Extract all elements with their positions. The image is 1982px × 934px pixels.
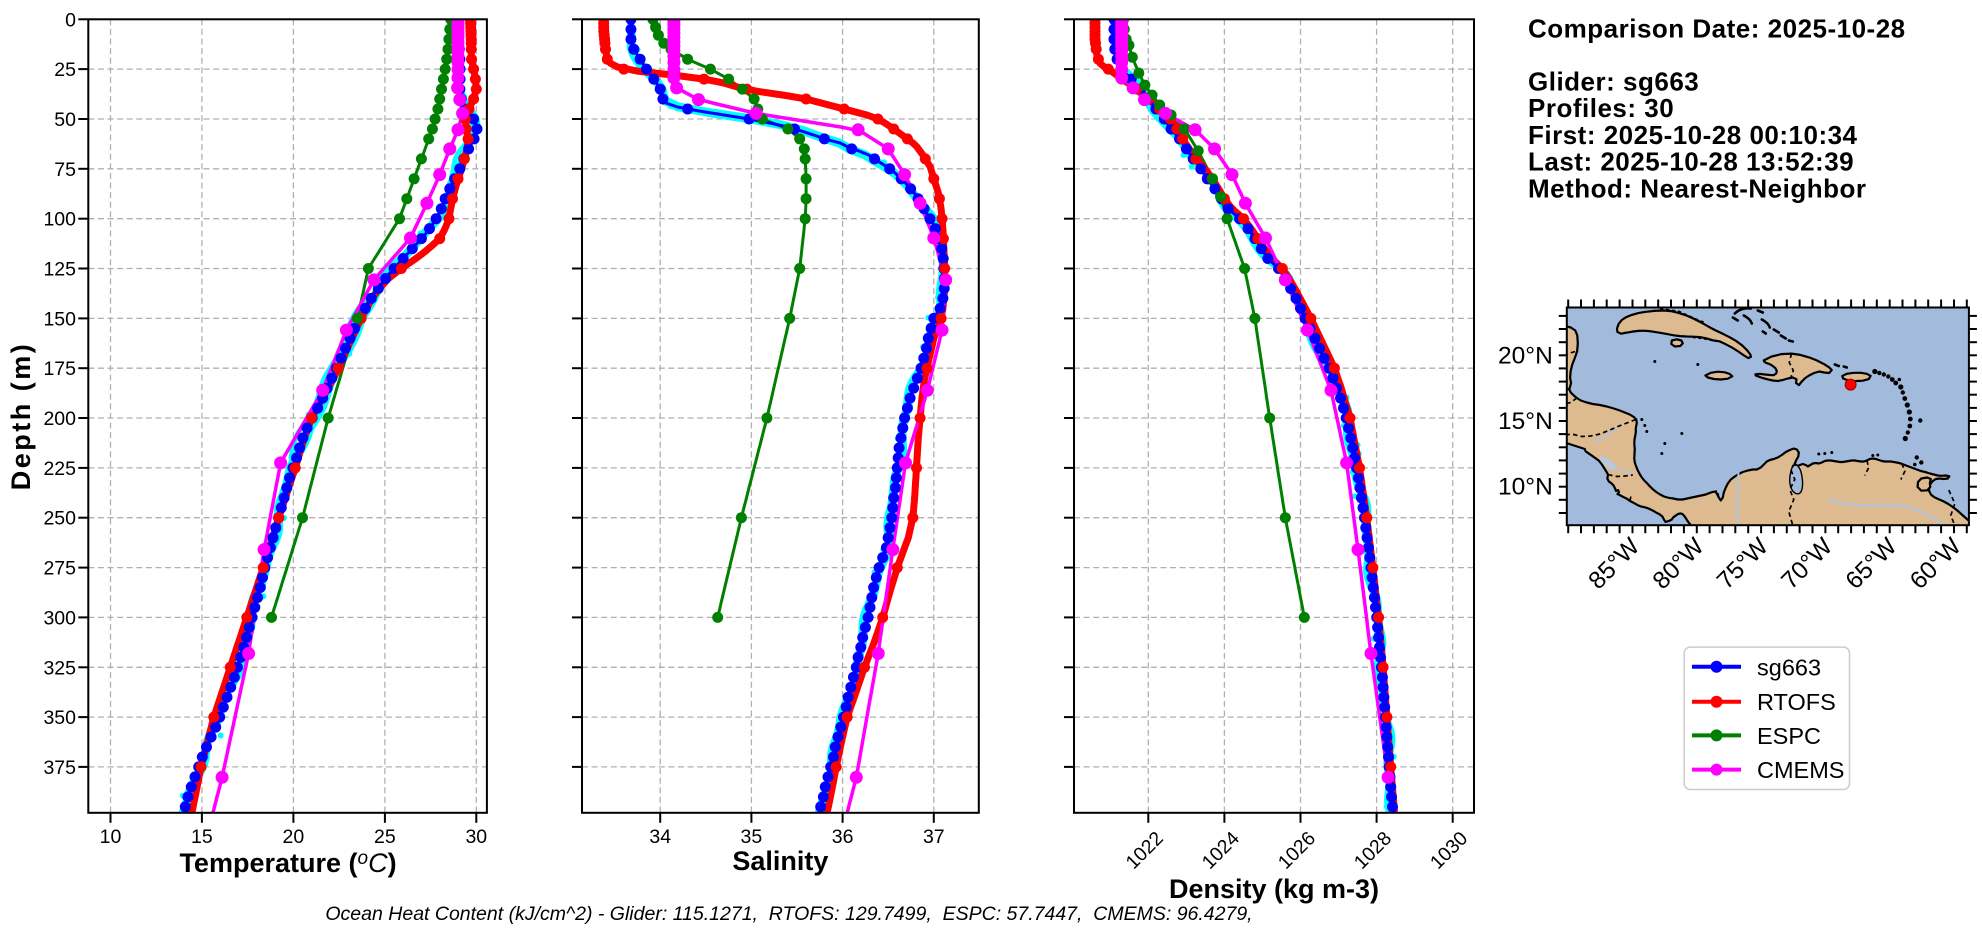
svg-text:Method: Nearest-Neighbor: Method: Nearest-Neighbor xyxy=(1528,174,1866,204)
svg-text:50: 50 xyxy=(54,109,76,131)
svg-text:Last: 2025-10-28 13:52:39: Last: 2025-10-28 13:52:39 xyxy=(1528,147,1854,177)
svg-text:Ocean Heat Content (kJ/cm^2) -: Ocean Heat Content (kJ/cm^2) - Glider: 1… xyxy=(325,903,1252,925)
svg-text:Comparison Date: 2025-10-28: Comparison Date: 2025-10-28 xyxy=(1528,13,1906,43)
svg-text:CMEMS: CMEMS xyxy=(1757,757,1844,783)
svg-text:20: 20 xyxy=(283,826,305,848)
svg-text:10°N: 10°N xyxy=(1498,474,1553,501)
svg-text:34: 34 xyxy=(649,826,671,848)
svg-text:30: 30 xyxy=(465,826,487,848)
svg-text:RTOFS: RTOFS xyxy=(1757,689,1836,715)
svg-text:375: 375 xyxy=(43,757,76,779)
svg-text:0: 0 xyxy=(65,9,76,31)
svg-text:36: 36 xyxy=(832,826,854,848)
svg-text:25: 25 xyxy=(374,826,396,848)
svg-text:sg663: sg663 xyxy=(1757,654,1821,680)
svg-text:37: 37 xyxy=(923,826,945,848)
svg-text:275: 275 xyxy=(43,558,76,580)
svg-text:25: 25 xyxy=(54,59,76,81)
svg-text:20°N: 20°N xyxy=(1498,342,1553,369)
svg-text:ESPC: ESPC xyxy=(1757,723,1821,749)
svg-text:200: 200 xyxy=(43,408,76,430)
svg-text:225: 225 xyxy=(43,458,76,480)
svg-text:150: 150 xyxy=(43,308,76,330)
svg-text:First: 2025-10-28 00:10:34: First: 2025-10-28 00:10:34 xyxy=(1528,120,1858,150)
svg-text:75: 75 xyxy=(54,159,76,181)
svg-text:175: 175 xyxy=(43,358,76,380)
svg-text:Depth (m): Depth (m) xyxy=(6,342,36,490)
svg-text:125: 125 xyxy=(43,259,76,281)
svg-text:Profiles: 30: Profiles: 30 xyxy=(1528,93,1674,123)
svg-text:Density (kg m-3): Density (kg m-3) xyxy=(1169,874,1379,904)
svg-text:100: 100 xyxy=(43,209,76,231)
svg-text:35: 35 xyxy=(741,826,763,848)
svg-text:325: 325 xyxy=(43,657,76,679)
svg-text:250: 250 xyxy=(43,508,76,530)
svg-text:15: 15 xyxy=(191,826,213,848)
svg-text:300: 300 xyxy=(43,607,76,629)
svg-text:350: 350 xyxy=(43,707,76,729)
svg-text:Salinity: Salinity xyxy=(732,846,828,876)
svg-text:10: 10 xyxy=(100,826,122,848)
svg-text:Glider: sg663: Glider: sg663 xyxy=(1528,66,1699,96)
svg-text:15°N: 15°N xyxy=(1498,408,1553,435)
